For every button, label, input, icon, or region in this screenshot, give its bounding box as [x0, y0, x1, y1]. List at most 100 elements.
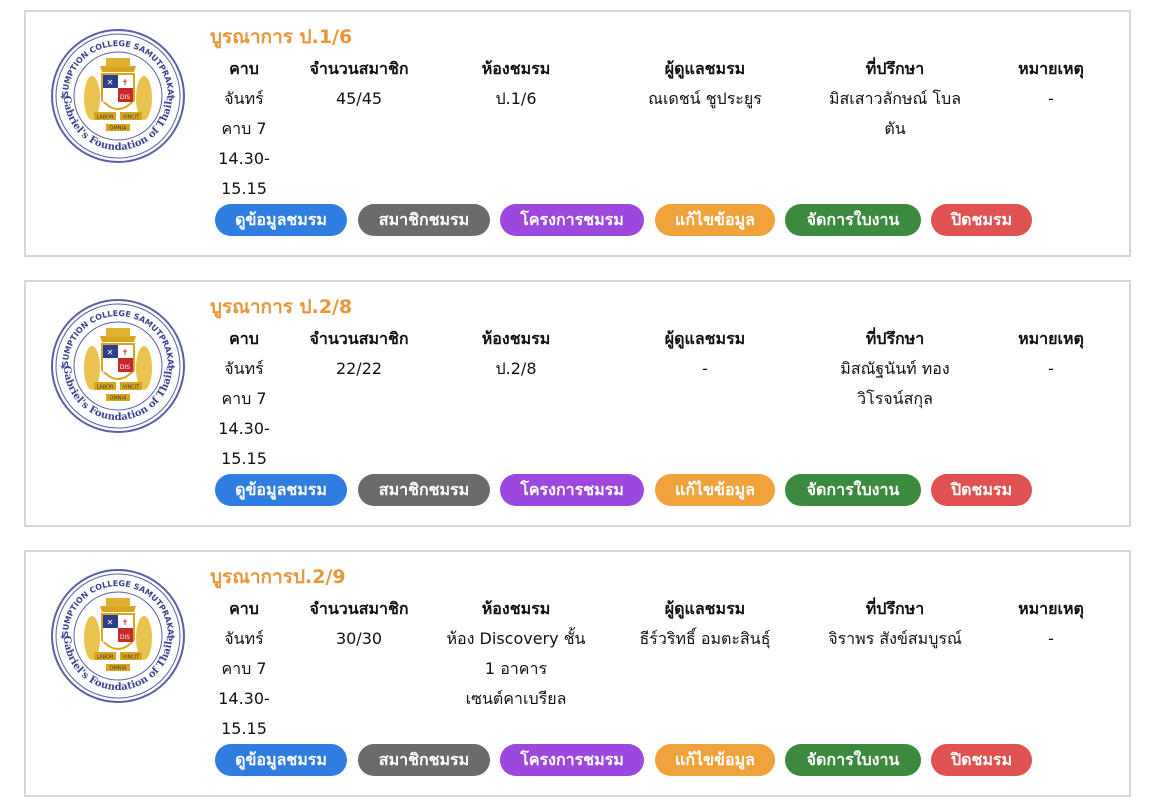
room-value: ห้อง Discovery ชั้น 1 อาคาร เซนต์คาเบรียล: [431, 624, 601, 714]
svg-text:OMNIA: OMNIA: [110, 396, 127, 402]
note-column: หมายเหตุ -: [996, 326, 1106, 384]
period-header: คาบ: [229, 59, 259, 78]
svg-text:✝: ✝: [122, 618, 129, 627]
advisor-value-line: จิราพร สังข์สมบูรณ์: [828, 629, 962, 648]
period-value-line: 15.15: [221, 179, 267, 198]
svg-text:VINCIT: VINCIT: [123, 655, 141, 661]
club-members-button[interactable]: สมาชิกชมรม: [358, 204, 490, 236]
edit-club-button[interactable]: แก้ไขข้อมูล: [655, 744, 775, 776]
supervisor-header: ผู้ดูแลชมรม: [664, 599, 746, 618]
members-header: จำนวนสมาชิก: [309, 599, 409, 618]
logo-star-left-icon: ✦: [59, 363, 67, 373]
club-projects-button[interactable]: โครงการชมรม: [500, 744, 644, 776]
members-header: จำนวนสมาชิก: [309, 59, 409, 78]
members-value: 45/45: [335, 89, 383, 108]
svg-text:DIS: DIS: [120, 94, 130, 101]
period-value: จันทร์ คาบ 7 14.30- 15.15: [214, 354, 274, 474]
room-value-line: ป.1/6: [495, 89, 537, 108]
period-value-line: 14.30-: [218, 149, 270, 168]
supervisor-header: ผู้ดูแลชมรม: [664, 329, 746, 348]
period-value: จันทร์ คาบ 7 14.30- 15.15: [214, 624, 274, 744]
club-card-3: ASSUMPTION COLLEGE SAMUTPRAKARN St.Gabri…: [24, 550, 1131, 797]
svg-text:✕: ✕: [107, 618, 114, 627]
logo-star-left-icon: ✦: [59, 633, 67, 643]
advisor-value-line: มิสเสาวลักษณ์ โบล: [828, 89, 962, 108]
svg-text:✕: ✕: [107, 78, 114, 87]
view-club-button[interactable]: ดูข้อมูลชมรม: [215, 474, 347, 506]
manage-worksheet-button[interactable]: จัดการใบงาน: [785, 474, 921, 506]
advisor-header: ที่ปรึกษา: [865, 59, 925, 78]
note-header: หมายเหตุ: [1018, 329, 1084, 348]
period-value-line: 15.15: [221, 719, 267, 738]
manage-worksheet-button[interactable]: จัดการใบงาน: [785, 744, 921, 776]
advisor-column: ที่ปรึกษา มิสณัฐนันท์ ทองวิโรจน์สกุล: [808, 326, 982, 414]
advisor-value: จิราพร สังข์สมบูรณ์: [808, 624, 982, 654]
club-title: บูรณาการป.2/9: [210, 566, 346, 588]
club-card-1: ASSUMPTION COLLEGE SAMUTPRAKARN St.Gabri…: [24, 10, 1131, 257]
room-column: ห้องชมรม ห้อง Discovery ชั้น 1 อาคาร เซนต์…: [431, 596, 601, 714]
members-column: จำนวนสมาชิก 45/45: [298, 56, 420, 114]
school-logo-icon: ASSUMPTION COLLEGE SAMUTPRAKARN St.Gabri…: [50, 28, 185, 163]
note-header: หมายเหตุ: [1018, 59, 1084, 78]
period-value-line: คาบ 7: [221, 659, 267, 678]
logo-star-right-icon: ✦: [169, 93, 177, 103]
period-value-line: จันทร์: [224, 359, 264, 378]
advisor-value-line: ตัน: [884, 119, 906, 138]
room-header: ห้องชมรม: [481, 599, 551, 618]
period-value-line: จันทร์: [224, 89, 264, 108]
supervisor-column: ผู้ดูแลชมรม ธีร์วริทธิ์ อมตะสินธุ์: [624, 596, 786, 654]
close-club-button[interactable]: ปิดชมรม: [931, 744, 1032, 776]
advisor-value: มิสณัฐนันท์ ทองวิโรจน์สกุล: [808, 354, 982, 414]
supervisor-value-line: ธีร์วริทธิ์ อมตะสินธุ์: [639, 629, 771, 648]
period-value-line: คาบ 7: [221, 389, 267, 408]
club-projects-button[interactable]: โครงการชมรม: [500, 474, 644, 506]
room-column: ห้องชมรม ป.1/6: [431, 56, 601, 114]
close-club-button[interactable]: ปิดชมรม: [931, 474, 1032, 506]
period-column: คาบ จันทร์ คาบ 7 14.30- 15.15: [214, 326, 274, 474]
members-column: จำนวนสมาชิก 30/30: [298, 596, 420, 654]
room-header: ห้องชมรม: [481, 329, 551, 348]
school-logo-icon: ASSUMPTION COLLEGE SAMUTPRAKARN St.Gabri…: [50, 568, 185, 703]
supervisor-column: ผู้ดูแลชมรม -: [624, 326, 786, 384]
club-card-2: ASSUMPTION COLLEGE SAMUTPRAKARN St.Gabri…: [24, 280, 1131, 527]
manage-worksheet-button[interactable]: จัดการใบงาน: [785, 204, 921, 236]
room-column: ห้องชมรม ป.2/8: [431, 326, 601, 384]
club-members-button[interactable]: สมาชิกชมรม: [358, 744, 490, 776]
advisor-value: มิสเสาวลักษณ์ โบลตัน: [808, 84, 982, 144]
svg-text:LABOR: LABOR: [96, 385, 114, 391]
svg-text:DIS: DIS: [120, 364, 130, 371]
period-header: คาบ: [229, 329, 259, 348]
room-value-line: 1 อาคาร: [484, 659, 548, 678]
advisor-header: ที่ปรึกษา: [865, 329, 925, 348]
svg-text:OMNIA: OMNIA: [110, 126, 127, 132]
close-club-button[interactable]: ปิดชมรม: [931, 204, 1032, 236]
note-header: หมายเหตุ: [1018, 599, 1084, 618]
room-value-line: ห้อง Discovery ชั้น: [446, 629, 586, 648]
advisor-value-line: วิโรจน์สกุล: [857, 389, 933, 408]
advisor-value-line: มิสณัฐนันท์ ทอง: [840, 359, 950, 378]
edit-club-button[interactable]: แก้ไขข้อมูล: [655, 204, 775, 236]
supervisor-value: ณเดชน์ ชูประยูร: [624, 84, 786, 114]
logo-star-right-icon: ✦: [169, 363, 177, 373]
logo-star-right-icon: ✦: [169, 633, 177, 643]
club-members-button[interactable]: สมาชิกชมรม: [358, 474, 490, 506]
members-value: 22/22: [335, 359, 383, 378]
club-title: บูรณาการ ป.1/6: [210, 26, 353, 48]
edit-club-button[interactable]: แก้ไขข้อมูล: [655, 474, 775, 506]
supervisor-value-line: ณเดชน์ ชูประยูร: [648, 89, 762, 108]
supervisor-header: ผู้ดูแลชมรม: [664, 59, 746, 78]
view-club-button[interactable]: ดูข้อมูลชมรม: [215, 744, 347, 776]
logo-star-left-icon: ✦: [59, 93, 67, 103]
room-header: ห้องชมรม: [481, 59, 551, 78]
room-value: ป.2/8: [431, 354, 601, 384]
room-value-line: ป.2/8: [495, 359, 537, 378]
members-column: จำนวนสมาชิก 22/22: [298, 326, 420, 384]
view-club-button[interactable]: ดูข้อมูลชมรม: [215, 204, 347, 236]
club-projects-button[interactable]: โครงการชมรม: [500, 204, 644, 236]
school-logo-icon: ASSUMPTION COLLEGE SAMUTPRAKARN St.Gabri…: [50, 298, 185, 433]
period-value-line: คาบ 7: [221, 119, 267, 138]
members-header: จำนวนสมาชิก: [309, 329, 409, 348]
members-value: 30/30: [335, 629, 383, 648]
note-column: หมายเหตุ -: [996, 596, 1106, 654]
advisor-column: ที่ปรึกษา มิสเสาวลักษณ์ โบลตัน: [808, 56, 982, 144]
